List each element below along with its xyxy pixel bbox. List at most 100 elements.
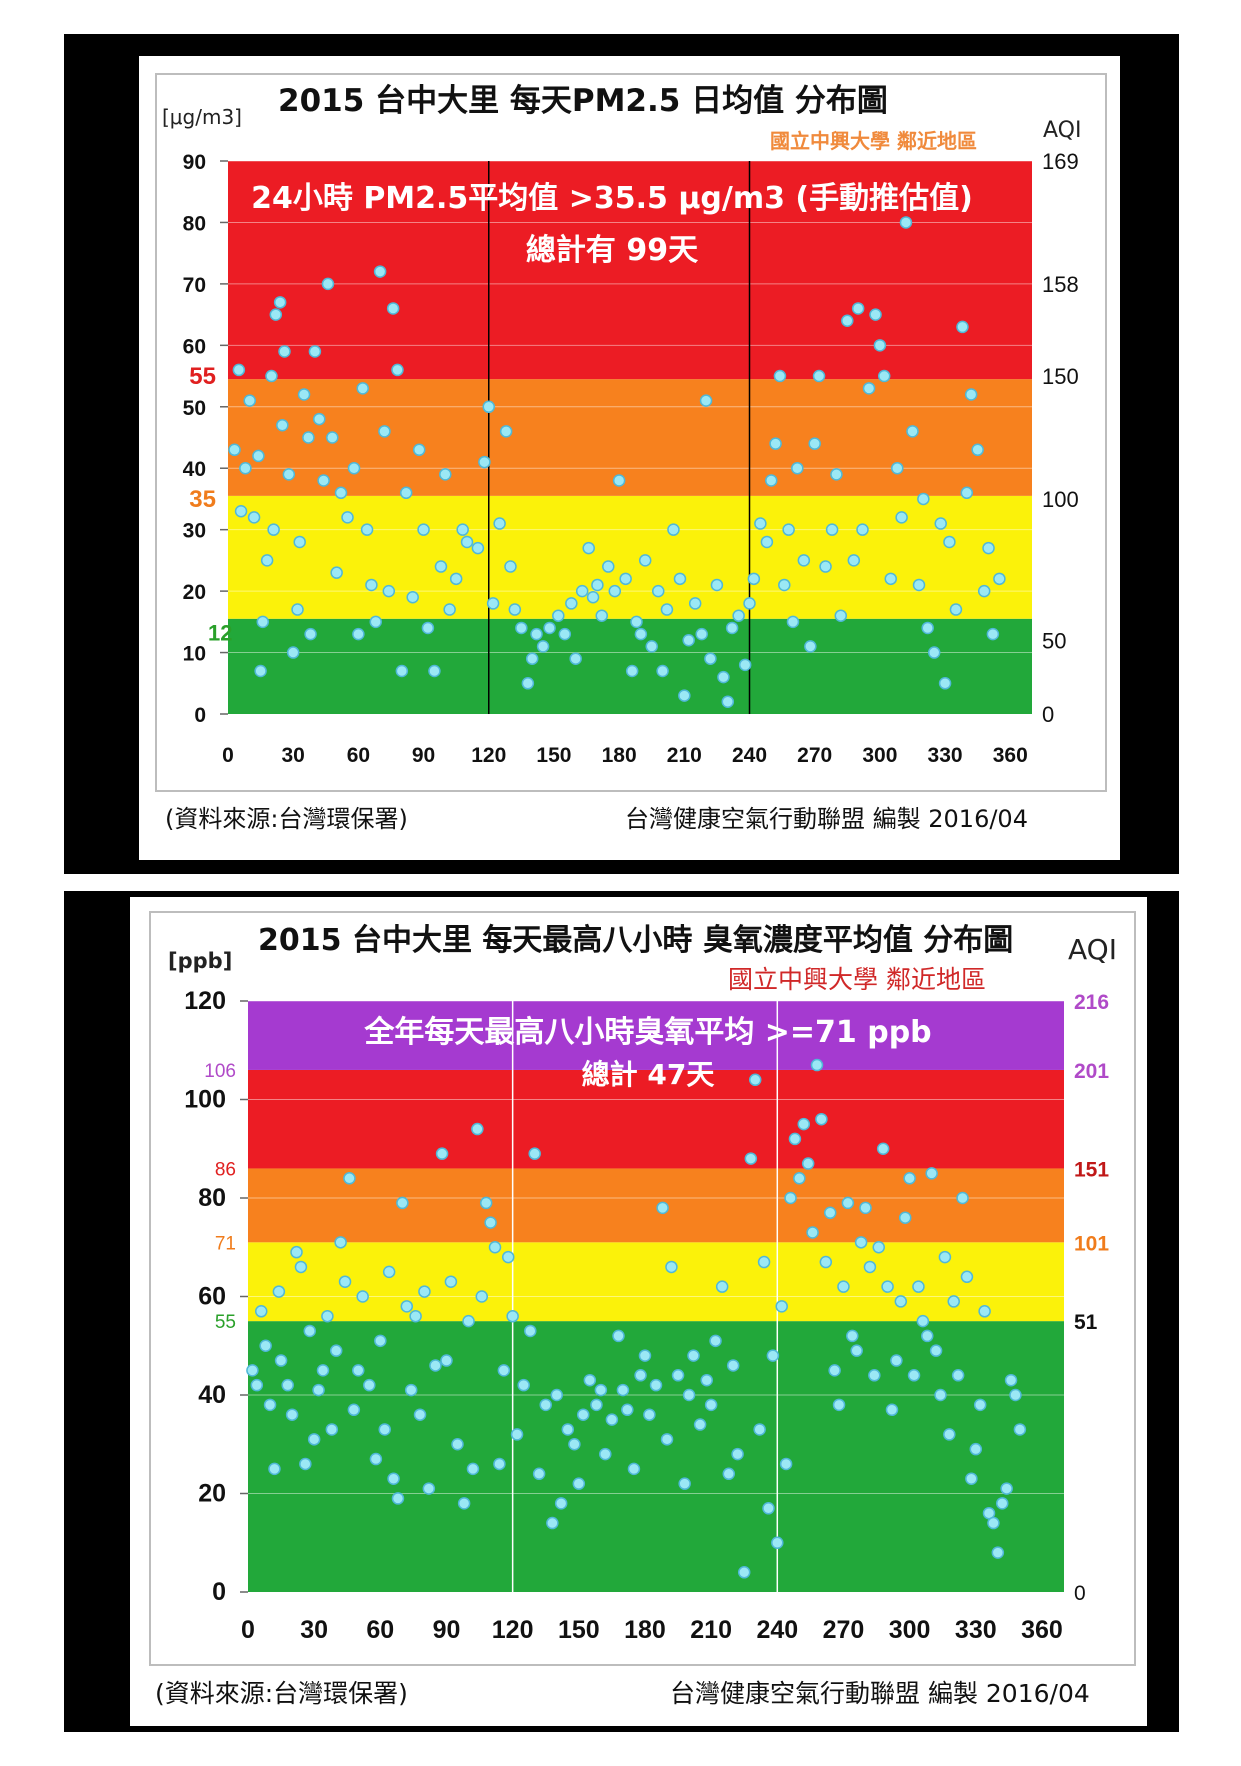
ozone-x-tick-label: 180: [624, 1616, 666, 1644]
ozone-data-point: [352, 1364, 365, 1377]
ozone-data-point: [532, 1467, 546, 1481]
ozone-data-point: [612, 1329, 625, 1343]
ozone-data-point: [872, 1241, 885, 1254]
ozone-data-point: [991, 1546, 1005, 1559]
pm25-x-tick-label: 330: [928, 744, 963, 767]
pm25-data-point: [369, 615, 383, 629]
pm25-data-point: [504, 560, 517, 573]
pm25-data-point: [971, 443, 984, 457]
ozone-threshold-label: 55: [215, 1312, 236, 1333]
pm25-data-point: [428, 664, 441, 678]
pm25-data-point: [704, 652, 717, 665]
pm25-data-point: [862, 382, 876, 395]
pm25-banner-text: 24小時 PM2.5平均值 >35.5 μg/m3 (手動推估值): [251, 181, 973, 216]
pm25-data-point: [378, 425, 391, 438]
ozone-footer-credit: 台灣健康空氣行動聯盟 編製 2016/04: [670, 1679, 1090, 1708]
pm25-data-point: [912, 578, 926, 592]
pm25-data-point: [330, 566, 343, 579]
pm25-data-point: [565, 597, 578, 610]
ozone-data-point: [978, 1305, 991, 1318]
ozone-aqi-value-label: 151: [1074, 1158, 1109, 1181]
pm25-data-point: [688, 597, 702, 610]
pm25-aqi-value-label: 169: [1042, 149, 1079, 174]
pm25-data-point: [302, 431, 315, 444]
pm25-data-point: [754, 517, 767, 530]
pm25-data-point: [334, 486, 348, 500]
ozone-data-point: [616, 1383, 630, 1397]
pm25-data-point: [943, 535, 956, 549]
ozone-data-point: [722, 1467, 736, 1481]
pm25-data-point: [269, 308, 283, 321]
pm25-data-point: [443, 603, 456, 616]
pm25-data-point: [634, 627, 648, 641]
ozone-data-point: [643, 1408, 656, 1421]
pm25-data-point: [651, 584, 665, 598]
pm25-data-point: [256, 615, 270, 629]
ozone-data-point: [671, 1369, 685, 1382]
ozone-data-point: [479, 1196, 493, 1210]
pm25-aqi-band: [228, 161, 1032, 380]
pm25-data-point: [899, 216, 913, 229]
ozone-data-point: [347, 1403, 361, 1417]
pm25-data-point: [543, 621, 556, 635]
pm25-data-point: [725, 621, 739, 635]
pm25-data-point: [956, 320, 969, 334]
ozone-data-point: [731, 1447, 744, 1461]
ozone-data-point: [369, 1452, 383, 1466]
ozone-y-tick-label: 60: [198, 1283, 226, 1311]
pm25-data-point: [460, 535, 474, 549]
ozone-data-point: [506, 1309, 519, 1323]
pm25-y-tick-label: 80: [183, 212, 206, 235]
ozone-data-point: [757, 1255, 771, 1269]
ozone-aqi-band: [248, 1242, 1064, 1322]
ozone-data-point: [583, 1373, 597, 1387]
pm25-y-tick-label: 0: [194, 704, 206, 727]
pm25-data-point: [791, 461, 804, 475]
pm25-x-tick-label: 0: [222, 744, 234, 767]
ozone-data-point: [627, 1462, 641, 1476]
ozone-data-point: [561, 1423, 575, 1436]
pm25-data-point: [558, 627, 572, 641]
ozone-aqi-band: [248, 1321, 1064, 1592]
pm25-data-point: [273, 296, 287, 309]
ozone-data-point: [678, 1477, 691, 1490]
pm25-chart-title: 2015 台中大里 每天PM2.5 日均值 分布圖: [278, 83, 888, 119]
pm25-data-point: [769, 437, 782, 450]
pm25-subtitle: 國立中興大學 鄰近地區: [770, 129, 977, 153]
ozone-data-point: [943, 1428, 956, 1441]
ozone-data-point: [925, 1167, 938, 1180]
pm25-data-point: [493, 517, 506, 530]
pm25-data-point: [804, 640, 817, 653]
pm25-data-point: [525, 652, 539, 665]
pm25-y-tick-label: 40: [183, 458, 206, 481]
pm25-data-point: [508, 603, 522, 616]
ozone-y-tick-label: 80: [198, 1184, 226, 1212]
ozone-aqi-band: [248, 1168, 1064, 1243]
pm25-data-point: [938, 677, 952, 690]
ozone-data-point: [806, 1226, 819, 1239]
ozone-data-point: [921, 1329, 934, 1343]
pm25-data-point: [365, 578, 378, 592]
ozone-subtitle: 國立中興大學 鄰近地區: [728, 965, 986, 994]
pm25-data-point: [710, 578, 724, 592]
pm25-banner-text: 總計有 99天: [526, 233, 698, 268]
pm25-data-point: [856, 523, 869, 536]
ozone-data-point: [475, 1290, 489, 1303]
pm25-data-point: [732, 609, 745, 622]
ozone-data-point: [762, 1502, 775, 1515]
ozone-data-point: [995, 1497, 1009, 1510]
pm25-data-point: [313, 412, 326, 426]
ozone-data-point: [1004, 1373, 1018, 1387]
pm25-y-unit: [μg/m3]: [162, 105, 242, 129]
ozone-data-point: [528, 1147, 541, 1160]
ozone-footer-source: (資料來源:台灣環保署): [155, 1679, 408, 1708]
ozone-data-point: [753, 1423, 766, 1436]
pm25-data-point: [356, 382, 369, 395]
pm25-data-point: [536, 640, 550, 653]
pm25-data-point: [986, 627, 1000, 641]
ozone-data-point: [338, 1275, 352, 1288]
ozone-data-point: [801, 1157, 815, 1170]
pm25-threshold-label: 55: [189, 363, 216, 390]
pm25-y-tick-label: 90: [183, 151, 206, 174]
ozone-data-point: [898, 1211, 912, 1224]
